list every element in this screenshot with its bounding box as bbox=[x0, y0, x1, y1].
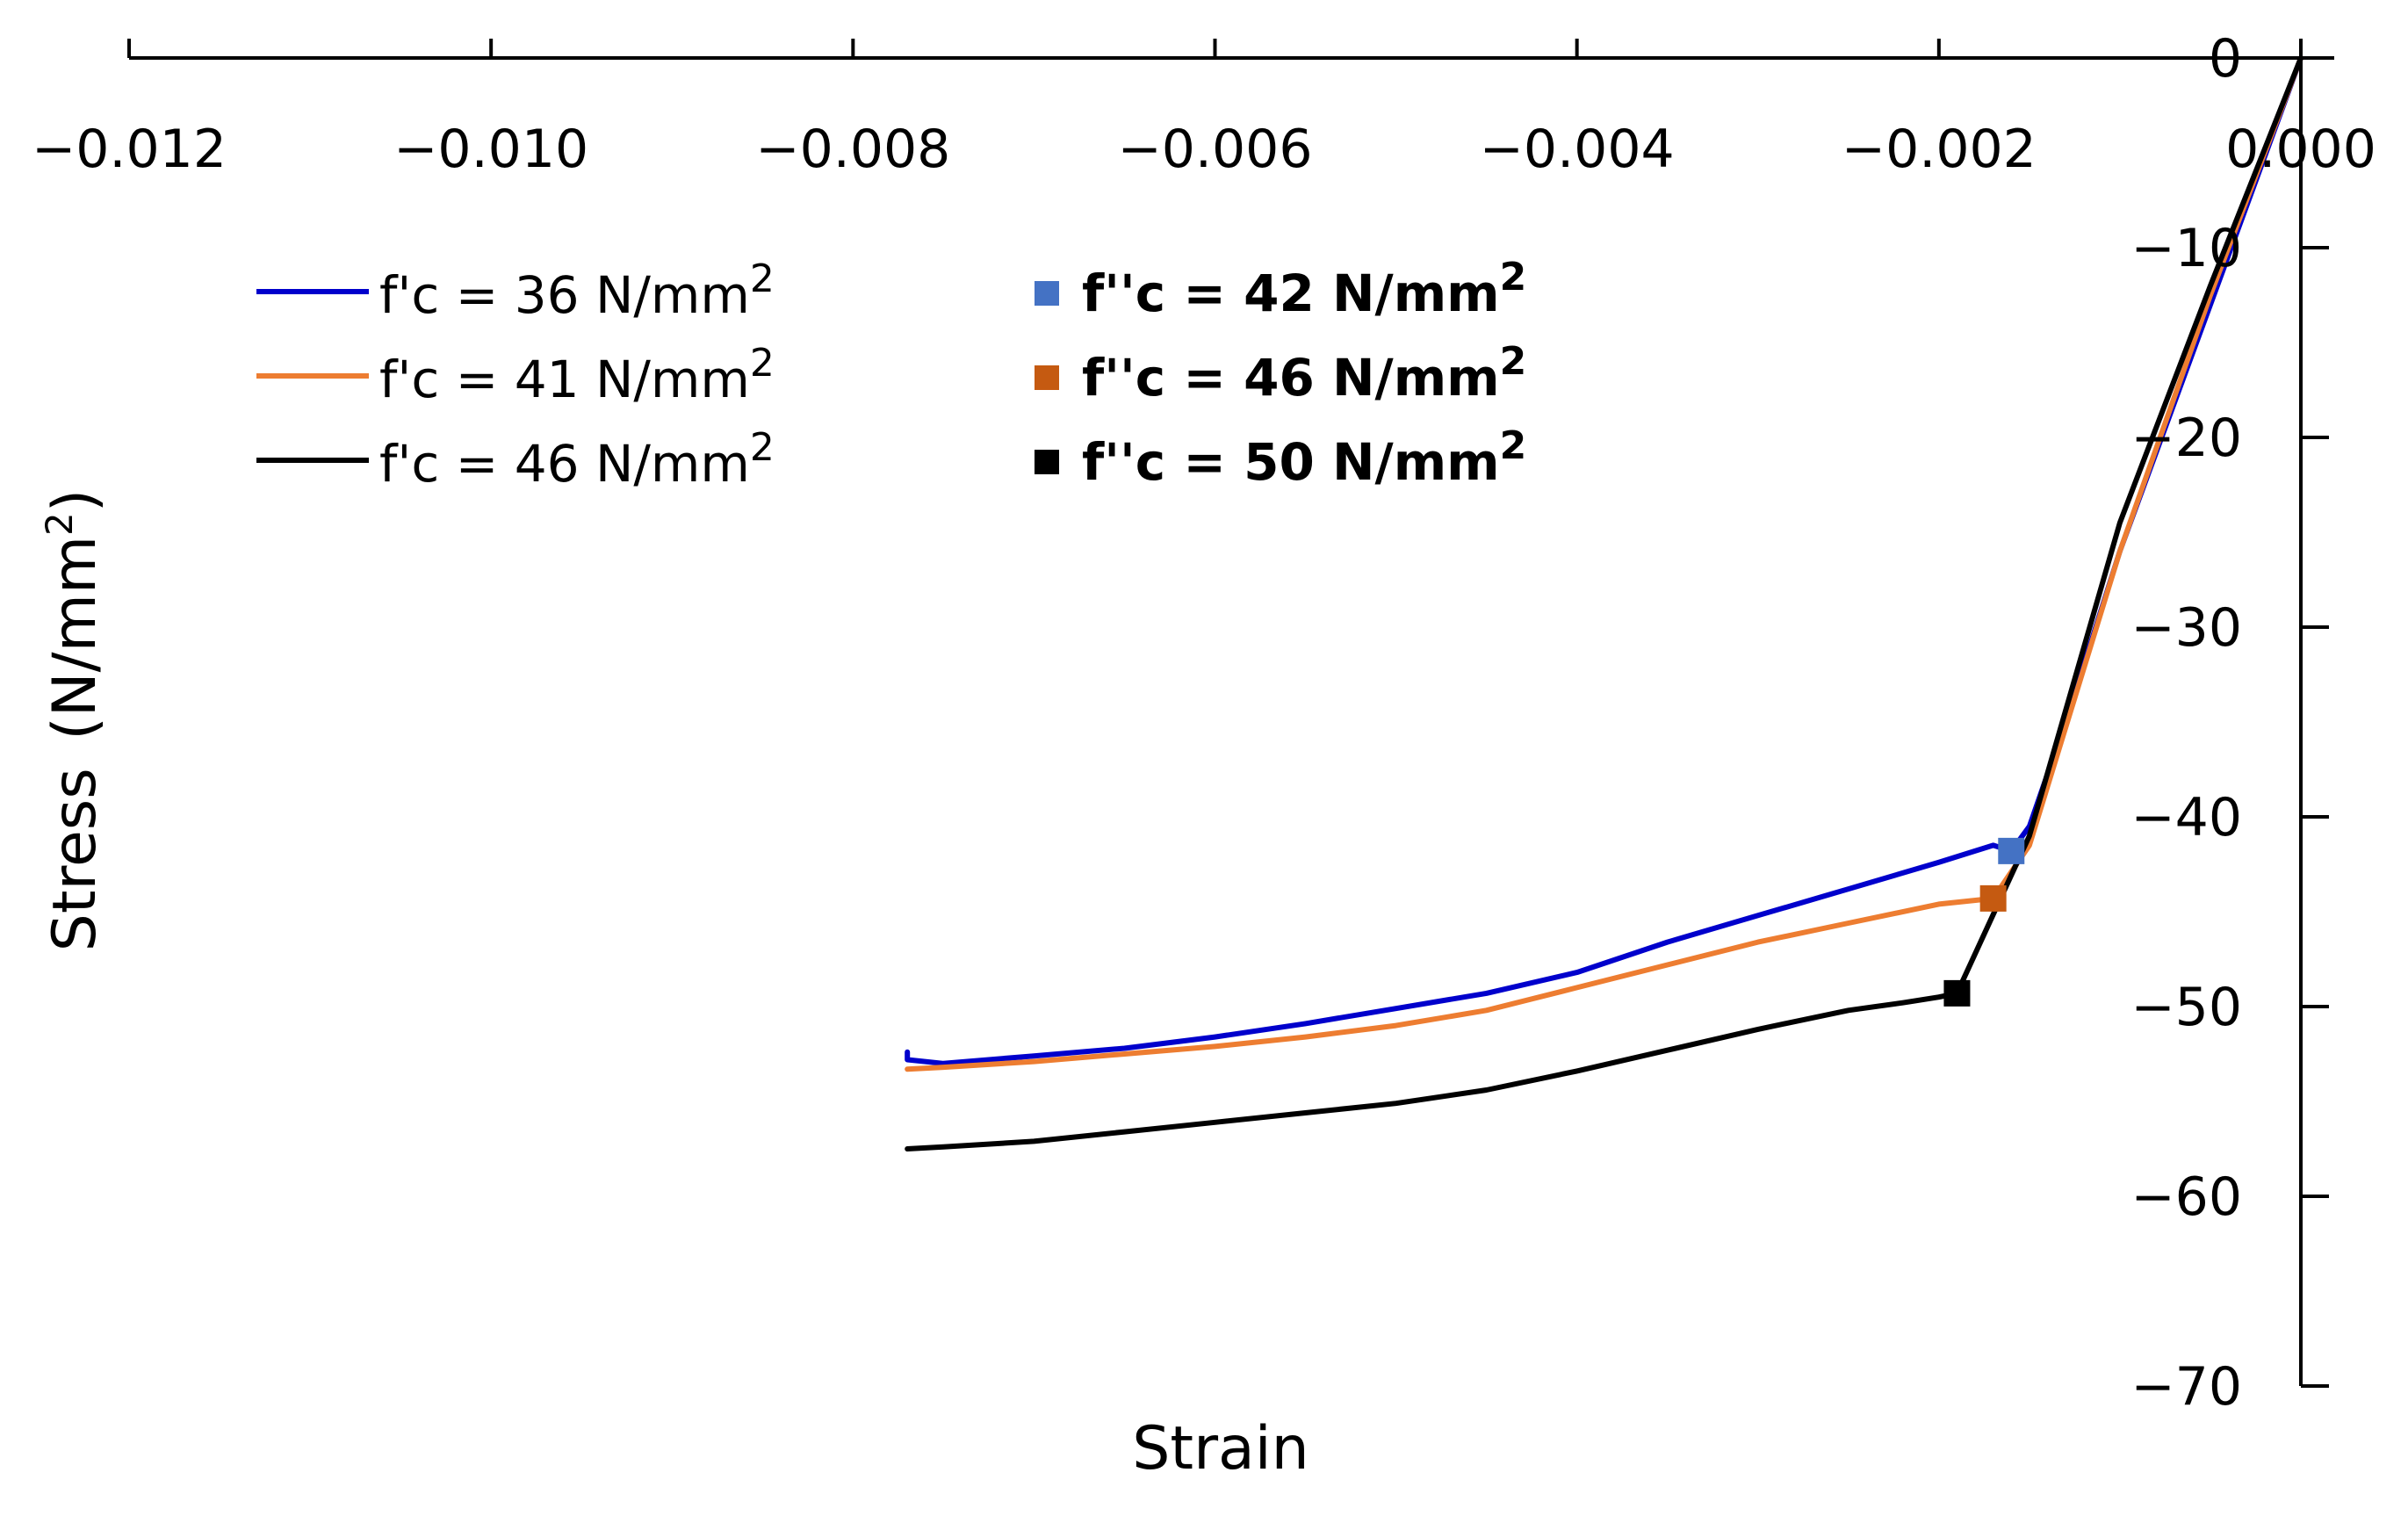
y-tick-label: 0 bbox=[2209, 28, 2242, 90]
x-tick-label: −0.012 bbox=[32, 119, 227, 180]
legend-marker-label-1: f''c = 42 N/mm2 bbox=[1082, 255, 1526, 323]
x-tick-label: −0.010 bbox=[393, 119, 588, 180]
x-tick-label: −0.006 bbox=[1117, 119, 1312, 180]
legend: f'c = 36 N/mm2 f'c = 41 N/mm2 f'c = 46 N/m… bbox=[256, 255, 1526, 494]
x-tick-label: −0.002 bbox=[1842, 119, 2037, 180]
y-axis-title-unit-close: ) bbox=[40, 489, 110, 513]
y-tick-label: −40 bbox=[2130, 787, 2242, 848]
y-axis-title-main: Stress bbox=[40, 768, 110, 951]
peak-marker-3 bbox=[1943, 979, 1971, 1007]
y-tick-label: −10 bbox=[2130, 218, 2242, 279]
y-tick-label: −20 bbox=[2130, 408, 2242, 469]
legend-marker-swatch-1 bbox=[1035, 281, 1059, 306]
x-tick-label: 0.000 bbox=[2225, 119, 2376, 180]
peak-marker-1 bbox=[1998, 837, 2025, 864]
y-axis-title: Stress (N/mm2) bbox=[38, 489, 110, 952]
y-tick-label: −60 bbox=[2130, 1166, 2242, 1228]
legend-marker-label-3: f''c = 50 N/mm2 bbox=[1082, 423, 1526, 492]
x-axis-title: Strain bbox=[1132, 1414, 1309, 1484]
peak-marker-2 bbox=[1979, 884, 2007, 912]
marker-layer bbox=[1943, 837, 2025, 1007]
y-axis-title-unit-exp: 2 bbox=[38, 512, 81, 536]
legend-marker-swatch-2 bbox=[1035, 365, 1059, 390]
x-tick-label: −0.008 bbox=[755, 119, 950, 180]
x-tick-label: −0.004 bbox=[1480, 119, 1675, 180]
series-line-3 bbox=[905, 55, 2303, 1151]
y-axis-title-unit: (N/mm bbox=[40, 536, 110, 740]
y-tick-label: −70 bbox=[2130, 1356, 2242, 1418]
legend-line-label-2: f'c = 41 N/mm2 bbox=[379, 341, 775, 409]
y-tick-label: −50 bbox=[2130, 977, 2242, 1038]
legend-marker-label-2: f''c = 46 N/mm2 bbox=[1082, 339, 1526, 408]
series-layer bbox=[905, 55, 2303, 1151]
series-line-1 bbox=[905, 55, 2303, 1066]
y-tick-label: −30 bbox=[2130, 597, 2242, 659]
legend-line-label-3: f'c = 46 N/mm2 bbox=[379, 425, 775, 494]
legend-line-label-1: f'c = 36 N/mm2 bbox=[379, 256, 775, 325]
legend-marker-swatch-3 bbox=[1035, 450, 1059, 474]
axes-layer: −0.012 −0.010 −0.008 −0.006 −0.004 −0.002 0.00… bbox=[32, 28, 2376, 1418]
series-line-2 bbox=[905, 55, 2303, 1072]
